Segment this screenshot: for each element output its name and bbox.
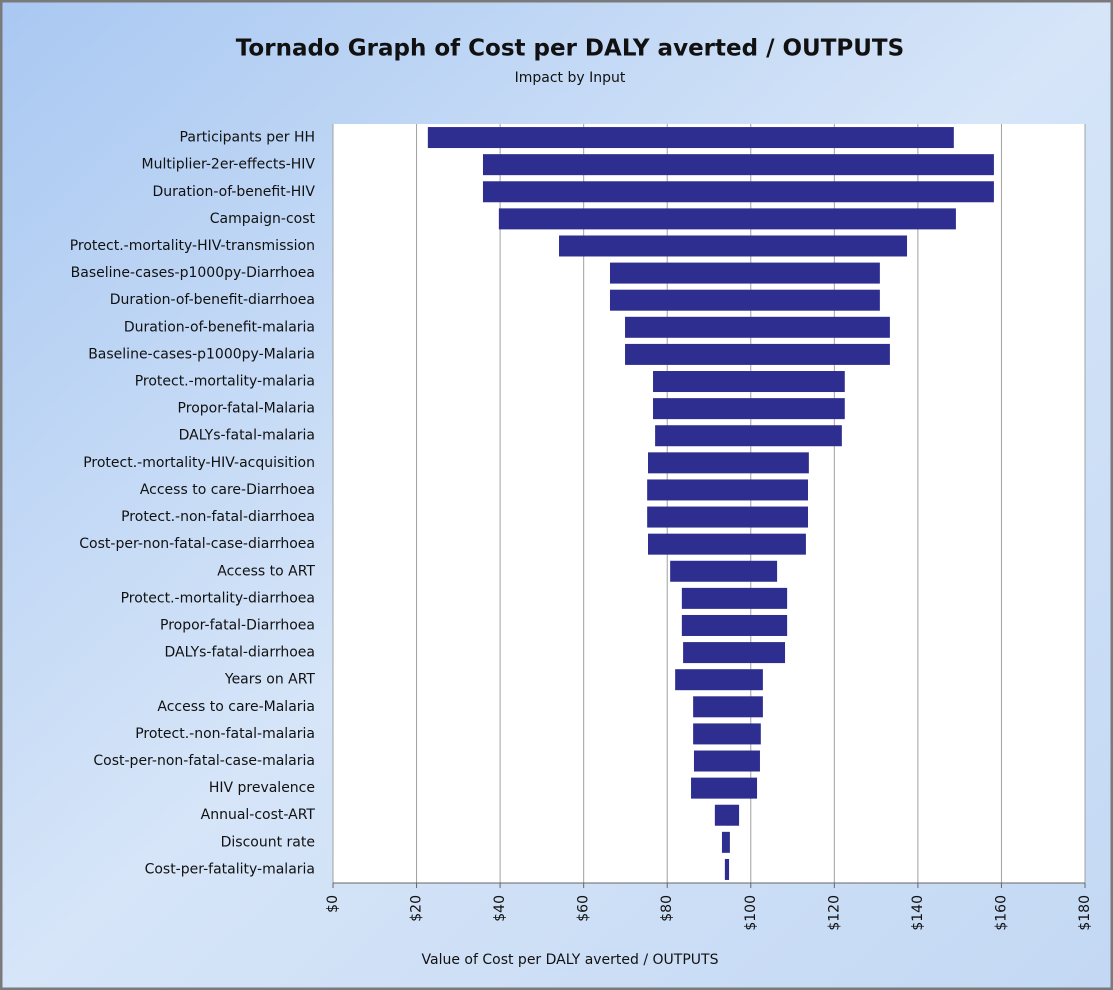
x-tick-label: $20	[409, 895, 425, 922]
y-tick-label: Access to ART	[217, 563, 315, 579]
y-tick-label: Protect.-non-fatal-diarrhoea	[121, 509, 315, 525]
y-tick-label: Duration-of-benefit-diarrhoea	[110, 292, 315, 308]
bar	[691, 777, 758, 799]
bar	[625, 316, 890, 338]
x-axis-title: Value of Cost per DALY averted / OUTPUTS	[422, 952, 719, 968]
y-tick-label: DALYs-fatal-diarrhoea	[165, 645, 315, 661]
bar	[609, 289, 880, 311]
y-tick-label: Protect.-mortality-malaria	[135, 374, 315, 390]
y-tick-label: Cost-per-non-fatal-case-diarrhoea	[79, 536, 315, 552]
bar	[559, 235, 908, 257]
x-tick-label: $120	[826, 895, 842, 931]
y-tick-label: DALYs-fatal-malaria	[179, 428, 315, 444]
chart-title: Tornado Graph of Cost per DALY averted /…	[236, 36, 904, 62]
y-tick-label: Protect.-non-fatal-malaria	[135, 726, 315, 742]
x-tick-label: $100	[743, 895, 759, 931]
bar	[482, 181, 994, 203]
bar	[724, 858, 730, 880]
y-tick-label: Cost-per-fatality-malaria	[145, 861, 315, 877]
y-tick-label: Duration-of-benefit-malaria	[124, 319, 315, 335]
bar	[653, 398, 845, 420]
y-tick-label: Baseline-cases-p1000py-Diarrhoea	[71, 265, 315, 281]
bar	[714, 804, 740, 826]
x-tick-label: $0	[325, 895, 341, 913]
x-tick-label: $60	[576, 895, 592, 922]
bar	[648, 533, 806, 555]
bar	[681, 587, 788, 609]
bar	[675, 669, 763, 691]
y-tick-label: Protect.-mortality-HIV-acquisition	[83, 455, 315, 471]
x-tick-label: $80	[659, 895, 675, 922]
y-tick-label: Propor-fatal-Diarrhoea	[160, 617, 315, 633]
bar	[655, 425, 842, 447]
bar	[647, 506, 809, 528]
x-tick-label: $40	[492, 895, 508, 922]
bar	[693, 723, 761, 745]
bar	[670, 560, 778, 582]
y-tick-label: Participants per HH	[180, 130, 315, 146]
x-tick-label: $160	[993, 895, 1009, 931]
y-tick-label: Cost-per-non-fatal-case-malaria	[93, 753, 315, 769]
bar	[693, 750, 760, 772]
y-tick-label: Access to care-Malaria	[157, 699, 315, 715]
y-tick-label: Years on ART	[224, 672, 316, 688]
bar	[653, 371, 845, 393]
y-tick-label: HIV prevalence	[209, 780, 315, 796]
bar	[681, 614, 788, 636]
bar	[683, 642, 786, 664]
bar	[648, 452, 809, 474]
chart-subtitle: Impact by Input	[515, 70, 626, 86]
bar	[693, 696, 763, 718]
y-tick-label: Propor-fatal-Malaria	[178, 401, 315, 417]
bar	[609, 262, 880, 284]
y-tick-label: Duration-of-benefit-HIV	[153, 184, 316, 200]
y-tick-label: Annual-cost-ART	[201, 807, 316, 823]
bar	[625, 343, 890, 365]
x-tick-label: $140	[910, 895, 926, 931]
bar	[647, 479, 809, 501]
bar	[721, 831, 730, 853]
y-tick-label: Multiplier-2er-effects-HIV	[142, 157, 316, 173]
bar	[482, 154, 994, 176]
y-tick-label: Protect.-mortality-HIV-transmission	[70, 238, 315, 254]
y-tick-label: Access to care-Diarrhoea	[140, 482, 315, 498]
y-tick-label: Baseline-cases-p1000py-Malaria	[88, 346, 315, 362]
y-tick-label: Discount rate	[221, 834, 315, 850]
y-tick-label: Protect.-mortality-diarrhoea	[121, 590, 315, 606]
y-tick-label: Campaign-cost	[210, 211, 316, 227]
bar	[427, 127, 954, 149]
bar	[498, 208, 956, 230]
x-tick-label: $180	[1077, 895, 1093, 931]
